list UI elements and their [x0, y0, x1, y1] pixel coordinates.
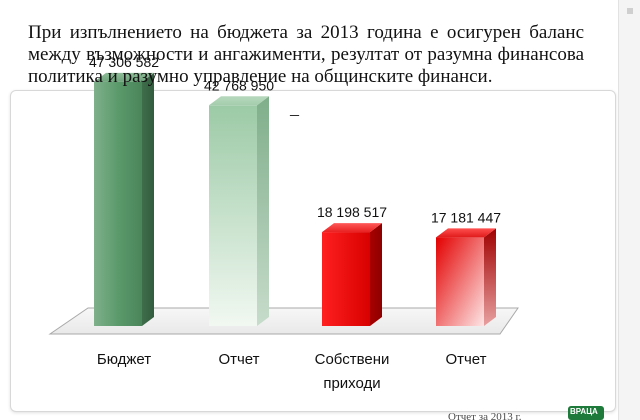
right-edge-marker	[627, 8, 633, 14]
bar-3-side	[370, 223, 382, 326]
bar-3-top	[322, 223, 382, 233]
value-label-1: 47 306 582	[89, 54, 159, 70]
bar-1-top	[94, 72, 154, 82]
bar-3	[322, 223, 382, 326]
value-label-2: 42 768 950	[204, 77, 274, 93]
bar-1	[94, 72, 154, 326]
footer-text: Отчет за 2013 г.	[448, 411, 522, 420]
bar-2	[209, 96, 269, 326]
right-edge-strip	[618, 0, 640, 420]
bar-4-front	[436, 237, 484, 326]
category-label-2: Отчет	[218, 351, 259, 368]
category-label-4: Отчет	[445, 351, 486, 368]
page-heading: При изпълнението на бюджета за 2013 годи…	[28, 22, 584, 87]
bar-3-front	[322, 232, 370, 326]
bar-4-top	[436, 228, 496, 238]
heading-dash-mark: –	[290, 104, 299, 124]
bar-1-front	[94, 81, 142, 326]
logo-text: ВРАЦА	[570, 407, 598, 416]
bar-2-top	[209, 96, 269, 106]
bar-2-front	[209, 105, 257, 326]
labels-layer: 47 306 582 Бюджет 42 768 950 Отчет 18 198 51…	[89, 54, 501, 392]
category-label-3-line-1: Собствени	[315, 351, 390, 368]
bar-1-side	[142, 72, 154, 326]
bar-2-side	[257, 96, 269, 326]
value-label-3: 18 198 517	[317, 204, 387, 220]
category-label-3-line-2: приходи	[323, 375, 380, 392]
vratsa-logo: ВРАЦА	[568, 406, 604, 420]
bars-layer	[94, 72, 496, 326]
value-label-4: 17 181 447	[431, 209, 501, 225]
bar-4-side	[484, 228, 496, 326]
bar-4	[436, 228, 496, 326]
category-label-1: Бюджет	[97, 351, 151, 368]
